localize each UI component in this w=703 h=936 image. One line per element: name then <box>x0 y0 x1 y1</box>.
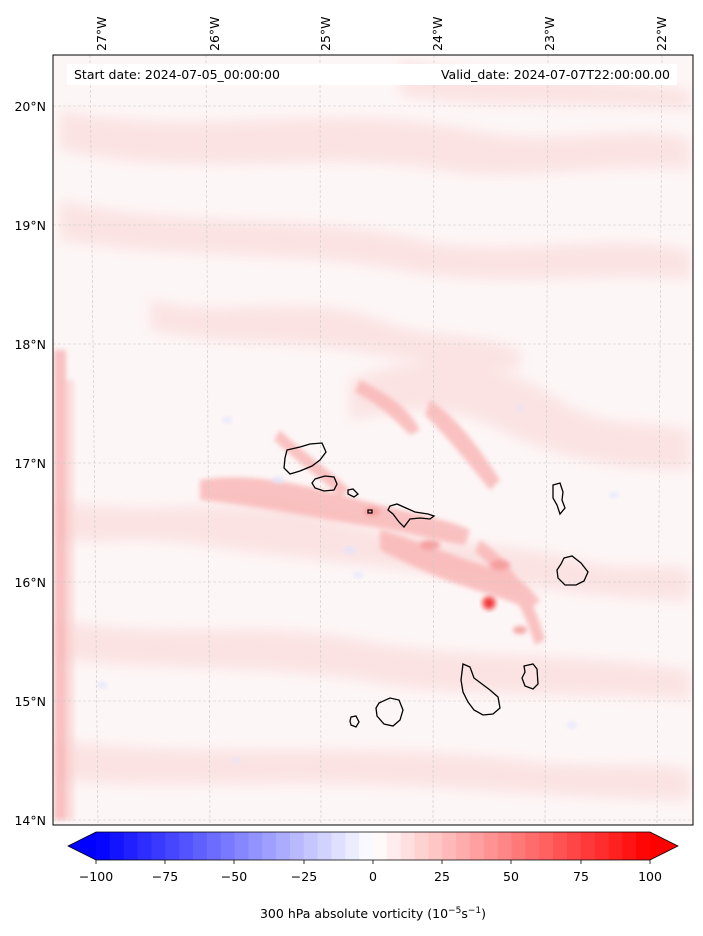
colorbar-tick-label: 100 <box>638 869 662 884</box>
lat-label: 19°N <box>14 218 46 233</box>
colorbar-segment <box>276 832 291 860</box>
island-maio <box>521 663 539 690</box>
colorbar-segment <box>151 832 166 860</box>
colorbar-segment <box>248 832 263 860</box>
valid-date-label: Valid_date: 2024-07-07T22:00:00.00 <box>441 67 670 82</box>
colorbar-tick-labels: −100 −75 −50 −25 0 25 50 75 100 <box>79 869 662 884</box>
colorbar-tick-label: 50 <box>503 869 519 884</box>
lat-label: 16°N <box>14 575 46 590</box>
colorbar-extend-max <box>650 832 678 860</box>
colorbar-segment <box>109 832 125 860</box>
colorbar-tick-label: −25 <box>291 869 317 884</box>
colorbar-segment <box>206 832 222 860</box>
colorbar-segment <box>96 832 111 860</box>
vorticity-field <box>54 60 690 820</box>
lon-label: 23°W <box>542 16 557 51</box>
colorbar-segment <box>608 832 623 860</box>
island-fogo <box>375 697 404 727</box>
island-santo-antao <box>283 442 327 475</box>
map-frame <box>52 54 694 826</box>
colorbar-segment <box>497 832 512 860</box>
lat-label: 17°N <box>14 456 46 471</box>
colorbar-segment <box>262 832 277 860</box>
lon-label: 27°W <box>94 16 109 51</box>
island-santiago <box>460 663 501 716</box>
colorbar-segment <box>594 832 609 860</box>
colorbar-segment <box>553 832 568 860</box>
start-date-label: Start date: 2024-07-05_00:00:00 <box>74 67 280 82</box>
colorbar-segment <box>469 832 485 860</box>
longitude-labels: 27°W 26°W 25°W 24°W 23°W 22°W <box>94 16 669 51</box>
lon-label: 25°W <box>318 16 333 51</box>
colorbar-segment <box>539 832 554 860</box>
header-box <box>67 64 677 85</box>
colorbar-segment <box>483 832 499 860</box>
colorbar-segment <box>289 832 305 860</box>
colorbar-tick-label: 0 <box>369 869 377 884</box>
colorbar-segment <box>345 832 360 860</box>
colorbar-segment <box>303 832 318 860</box>
colorbar-label: 300 hPa absolute vorticity (10−5s−1) <box>260 906 486 921</box>
colorbar-segment <box>525 832 540 860</box>
colorbar-segment <box>511 832 526 860</box>
map-panel: Start date: 2024-07-05_00:00:00 Valid_da… <box>14 16 694 828</box>
island-raso <box>367 509 373 514</box>
colorbar-segment <box>123 832 138 860</box>
gridlines <box>53 54 693 826</box>
lat-label: 20°N <box>14 99 46 114</box>
colorbar-tick-label: −75 <box>152 869 178 884</box>
colorbar-extend-min <box>68 832 96 860</box>
colorbar-segment <box>580 832 595 860</box>
island-sao-nicolau <box>387 503 436 528</box>
colorbar-tick-label: −50 <box>221 869 247 884</box>
colorbar-segment <box>317 832 332 860</box>
colorbar-segment <box>179 832 194 860</box>
lon-label: 24°W <box>430 16 445 51</box>
lat-label: 18°N <box>14 337 46 352</box>
colorbar: −100 −75 −50 −25 0 25 50 75 100 300 hPa … <box>67 831 679 921</box>
colorbar-segment <box>359 832 374 860</box>
colorbar-segment <box>220 832 235 860</box>
colorbar-segment <box>456 832 471 860</box>
colorbar-segment <box>192 832 208 860</box>
colorbar-segment <box>373 832 388 860</box>
colorbar-segment <box>414 832 429 860</box>
colorbar-segment <box>566 832 582 860</box>
colorbar-tick-label: −100 <box>79 869 113 884</box>
colorbar-tick-label: 75 <box>573 869 589 884</box>
colorbar-segment <box>165 832 180 860</box>
colorbar-segments <box>96 832 651 860</box>
colorbar-segment <box>234 832 249 860</box>
colorbar-tick-label: 25 <box>434 869 450 884</box>
colorbar-segment <box>428 832 443 860</box>
colorbar-segment <box>442 832 457 860</box>
latitude-labels: 20°N 19°N 18°N 17°N 16°N 15°N 14°N <box>14 99 46 828</box>
lat-label: 15°N <box>14 694 46 709</box>
lat-label: 14°N <box>14 813 46 828</box>
colorbar-segment <box>386 832 402 860</box>
colorbar-segment <box>137 832 152 860</box>
lon-label: 22°W <box>654 16 669 51</box>
lon-label: 26°W <box>207 16 222 51</box>
coastlines <box>283 442 589 728</box>
island-sal <box>552 482 566 516</box>
colorbar-segment <box>622 832 637 860</box>
colorbar-segment <box>636 832 651 860</box>
island-santa-luzia <box>347 488 359 498</box>
island-sao-vicente <box>311 475 338 492</box>
island-brava <box>349 715 360 728</box>
colorbar-segment <box>400 832 415 860</box>
colorbar-ticks <box>95 860 651 864</box>
island-boa-vista <box>556 555 589 586</box>
colorbar-segment <box>331 832 346 860</box>
